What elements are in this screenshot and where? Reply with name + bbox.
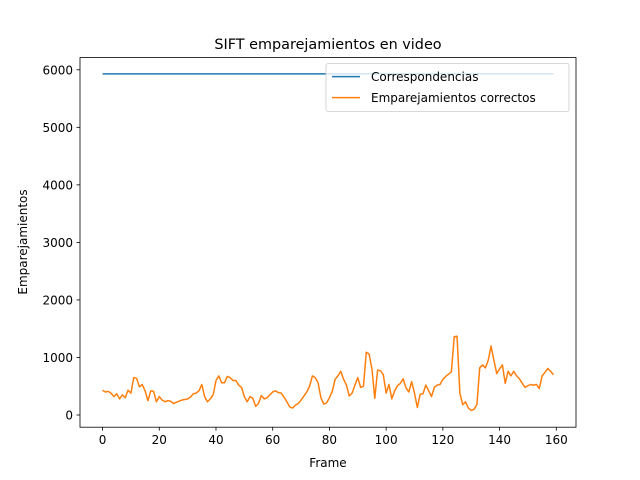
x-axis-label: Frame	[309, 456, 346, 470]
y-tick-label: 4000	[42, 178, 73, 192]
legend-label: Emparejamientos correctos	[371, 91, 536, 105]
y-tick-label: 0	[65, 409, 73, 423]
x-tick-label: 0	[99, 433, 107, 447]
legend-box	[325, 63, 570, 112]
chart-title: SIFT emparejamientos en video	[214, 37, 441, 53]
y-tick-label: 6000	[42, 63, 73, 77]
legend-label: Correspondencias	[371, 70, 478, 84]
y-tick-label: 1000	[42, 351, 73, 365]
y-tick-label: 5000	[42, 121, 73, 135]
x-tick-label: 40	[208, 433, 223, 447]
line-series	[102, 335, 555, 412]
y-tick-label: 3000	[42, 236, 73, 250]
x-tick-label: 20	[152, 433, 167, 447]
plot-frame	[79, 57, 577, 428]
x-tick-label: 140	[488, 433, 511, 447]
x-tick-label: 100	[375, 433, 398, 447]
x-tick-label: 120	[431, 433, 454, 447]
x-tick-label: 60	[265, 433, 280, 447]
y-axis-label: Emparejamientos	[16, 189, 30, 294]
x-tick-label: 80	[322, 433, 337, 447]
x-tick-label: 160	[545, 433, 568, 447]
y-tick-label: 2000	[42, 293, 73, 307]
